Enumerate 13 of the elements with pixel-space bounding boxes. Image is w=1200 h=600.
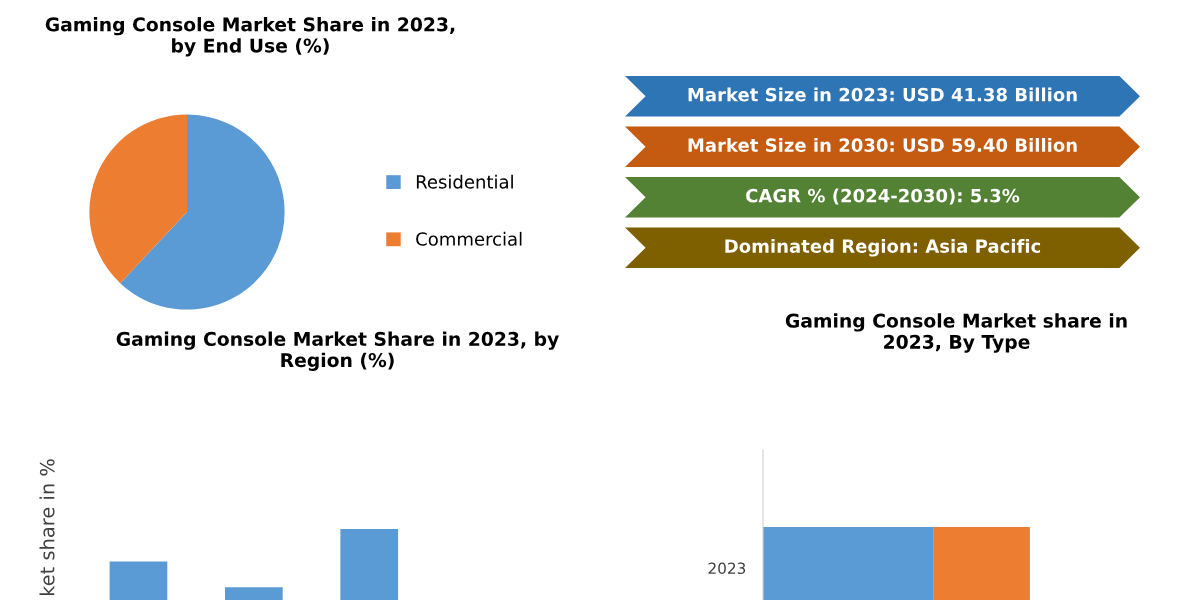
legend-label: Commercial <box>416 231 522 246</box>
text: Market Size in 2030: USD 59.40 Billion <box>688 138 1077 152</box>
chart-title: Gaming Console Market share in 2023, By Type <box>785 313 1127 353</box>
legend-label: Residential <box>416 174 513 189</box>
text: Dominated Region: Asia Pacific <box>725 238 1041 257</box>
chart-title: Gaming Console Market Share in 2023, by End Use (%) <box>45 17 455 57</box>
chart-title: Gaming Console Market Share in 2023, by Region (%) <box>116 331 559 371</box>
y-axis-title: ket share in % <box>39 459 55 596</box>
pie-slice <box>120 114 285 310</box>
text: Market Size in 2023: USD 41.38 Billion <box>688 87 1077 102</box>
pie-slice <box>89 114 187 284</box>
y-tick-label: 2023 <box>708 562 746 575</box>
text: CAGR % (2024-2030): 5.3% <box>746 188 1020 205</box>
